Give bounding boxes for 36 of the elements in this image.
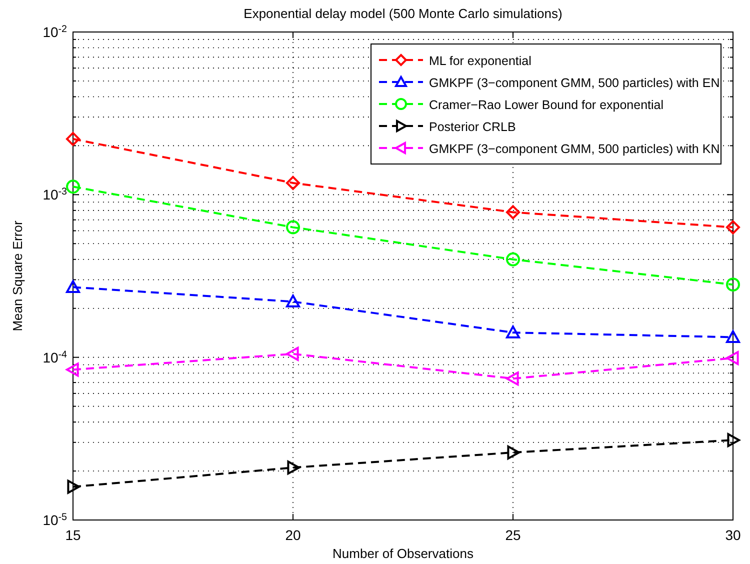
chart-title: Exponential delay model (500 Monte Carlo simulations) bbox=[244, 6, 562, 21]
y-axis-title: Mean Square Error bbox=[10, 220, 25, 332]
legend-label: Cramer−Rao Lower Bound for exponential bbox=[429, 98, 664, 112]
point bbox=[506, 252, 520, 266]
point bbox=[66, 180, 80, 194]
point bbox=[67, 480, 80, 494]
y-tick-label: 10$^{-4}$ bbox=[42, 348, 68, 366]
y-tick-label: 10$^{-5}$ bbox=[42, 512, 68, 528]
point bbox=[66, 132, 80, 146]
y-tick-label: 10$^{-3}$ bbox=[42, 186, 68, 203]
point bbox=[507, 446, 520, 460]
legend-label: GMKPF (3−component GMM, 500 particles) with KN bbox=[429, 142, 720, 156]
legend-label: ML for exponential bbox=[429, 54, 532, 68]
point bbox=[506, 372, 519, 386]
point bbox=[506, 326, 520, 338]
point bbox=[726, 330, 740, 343]
y-tick-label: 10$^{-2}$ bbox=[42, 24, 67, 40]
point bbox=[727, 433, 740, 448]
x-tick-label: 25 bbox=[505, 527, 521, 543]
point bbox=[66, 362, 79, 377]
point bbox=[506, 205, 520, 220]
point bbox=[286, 176, 300, 190]
point bbox=[287, 460, 300, 475]
point bbox=[286, 220, 300, 234]
point bbox=[726, 278, 740, 292]
x-tick-label: 15 bbox=[65, 527, 81, 543]
point bbox=[66, 280, 80, 293]
x-axis-title: Number of Observations bbox=[332, 546, 474, 561]
legend-label: GMKPF (3−component GMM, 500 particles) with EN bbox=[429, 76, 720, 90]
x-tick-label: 20 bbox=[285, 527, 301, 543]
legend-label: Posterior CRLB bbox=[429, 120, 516, 134]
x-tick-label: 30 bbox=[725, 527, 741, 543]
point bbox=[726, 220, 740, 234]
point bbox=[726, 351, 739, 366]
point bbox=[286, 346, 299, 361]
point bbox=[286, 294, 300, 308]
